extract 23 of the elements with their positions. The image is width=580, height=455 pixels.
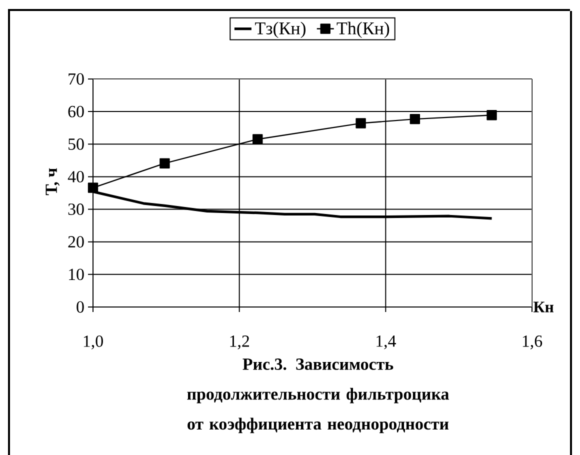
x-axis-title: Кн	[533, 302, 554, 312]
point	[252, 134, 263, 144]
point	[356, 118, 366, 128]
point	[88, 182, 98, 193]
y-tick-label: 0	[76, 301, 84, 313]
y-tick-label: 30	[68, 204, 84, 215]
text: Рис.3. Зависимость продолжительности фильтроцика от коэффициента неоднородности	[187, 358, 449, 434]
x-tick-label: 1,2	[230, 336, 249, 350]
y-axis-title: Т, ч	[46, 168, 60, 196]
y-tick-label: 70	[68, 73, 84, 85]
legend-label: Тз(Кн)	[255, 22, 306, 38]
point	[160, 158, 170, 168]
y-tick-label: 60	[68, 106, 84, 118]
y-tick-label: 10	[69, 268, 84, 280]
legend-label: Th(Кн)	[336, 22, 390, 38]
point	[410, 114, 420, 124]
y-tick-label: 20	[68, 236, 84, 248]
y-tick-label: 50	[68, 138, 84, 150]
x-tick-label: 1,4	[376, 335, 396, 350]
point	[486, 110, 497, 120]
x-tick-label: 1,0	[84, 336, 103, 350]
y-tick-label: 40	[68, 170, 84, 182]
x-tick-label: 1,6	[522, 336, 542, 350]
